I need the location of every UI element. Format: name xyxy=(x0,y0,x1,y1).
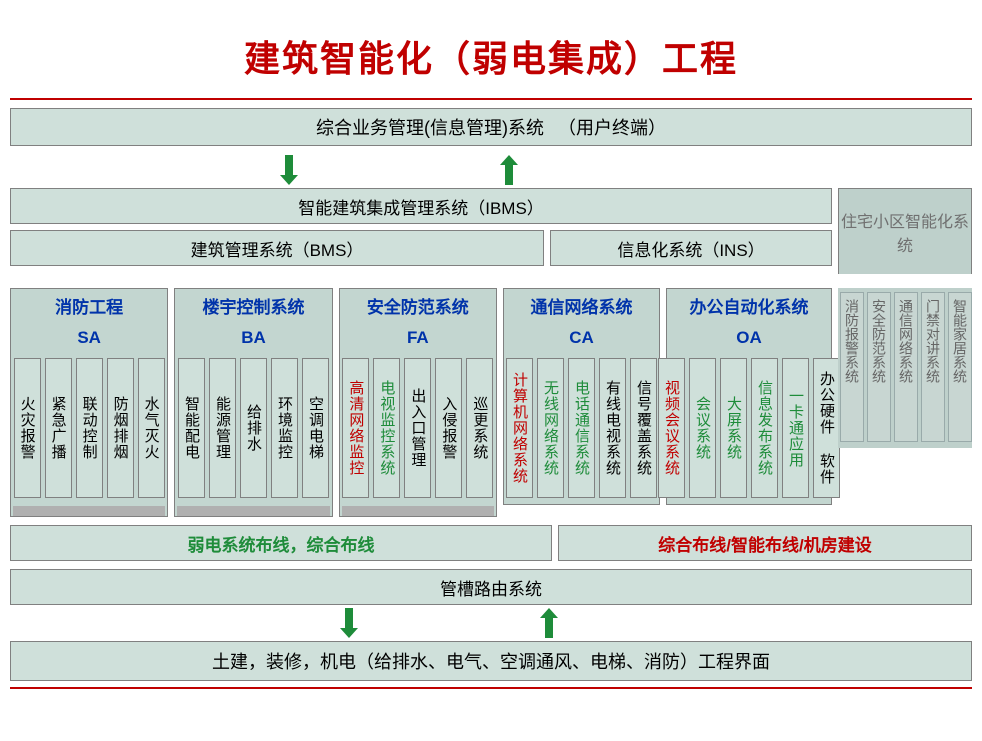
subsystem-item: 水气灭火 xyxy=(138,358,165,498)
group-items: 视频会议系统会议系统大屏系统信息发布系统一卡通应用办公硬件 软件 xyxy=(667,354,831,504)
box-cabling-left: 弱电系统布线，综合布线 xyxy=(10,525,552,561)
group-code: BA xyxy=(175,325,331,351)
subsystem-item: 环境监控 xyxy=(271,358,298,498)
box-user-terminal: 综合业务管理(信息管理)系统 （用户终端） xyxy=(10,108,972,146)
residential-group: 消防报警系统安全防范系统通信网络系统门禁对讲系统智能家居系统 xyxy=(838,288,972,448)
subsystem-item: 联动控制 xyxy=(76,358,103,498)
subsystem-item: 火灾报警 xyxy=(14,358,41,498)
group-name: 安全防范系统 xyxy=(367,298,469,317)
subsystem-item: 大屏系统 xyxy=(720,358,747,498)
divider-bottom xyxy=(10,687,972,689)
system-group: 通信网络系统 CA 计算机网络系统无线网络系统电话通信系统有线电视系统信号覆盖系统 xyxy=(503,288,660,505)
arrow-up-icon xyxy=(500,155,518,185)
subsystem-item: 视频会议系统 xyxy=(658,358,685,498)
subsystem-item: 空调电梯 xyxy=(302,358,329,498)
subsystem-item: 给排水 xyxy=(240,358,267,498)
subsystem-item: 高清网络监控 xyxy=(342,358,369,498)
residential-item: 安全防范系统 xyxy=(867,292,891,442)
subsystem-item: 信号覆盖系统 xyxy=(630,358,657,498)
group-name: 办公自动化系统 xyxy=(689,298,808,317)
arrow-down-icon xyxy=(280,155,298,185)
subsystem-item: 能源管理 xyxy=(209,358,236,498)
system-group: 消防工程 SA 火灾报警紧急广播联动控制防烟排烟水气灭火 xyxy=(10,288,168,517)
system-group: 办公自动化系统 OA 视频会议系统会议系统大屏系统信息发布系统一卡通应用办公硬件 软… xyxy=(666,288,832,505)
group-header: 楼宇控制系统 BA xyxy=(175,289,331,354)
group-code: OA xyxy=(667,325,831,351)
page-title: 建筑智能化（弱电集成）工程 xyxy=(0,0,982,98)
group-code: SA xyxy=(11,325,167,351)
subsystem-item: 紧急广播 xyxy=(45,358,72,498)
box-ins: 信息化系统（INS） xyxy=(550,230,832,266)
group-header: 消防工程 SA xyxy=(11,289,167,354)
subsystem-item: 防烟排烟 xyxy=(107,358,134,498)
gray-strip xyxy=(177,506,329,516)
arrow-row-top xyxy=(0,152,982,188)
group-items: 高清网络监控电视监控系统出入口管理入侵报警巡更系统 xyxy=(340,354,496,504)
subsystem-item: 计算机网络系统 xyxy=(506,358,533,498)
group-header: 办公自动化系统 OA xyxy=(667,289,831,354)
box-ibms: 智能建筑集成管理系统（IBMS） xyxy=(10,188,832,224)
system-group: 楼宇控制系统 BA 智能配电能源管理给排水环境监控空调电梯 xyxy=(174,288,332,517)
subsystem-item: 一卡通应用 xyxy=(782,358,809,498)
box-pipe-route: 管槽路由系统 xyxy=(10,569,972,605)
subsystem-item: 有线电视系统 xyxy=(599,358,626,498)
box-bms: 建筑管理系统（BMS） xyxy=(10,230,544,266)
arrow-up-icon xyxy=(540,608,558,638)
group-code: CA xyxy=(504,325,659,351)
group-name: 通信网络系统 xyxy=(530,298,632,317)
system-groups: 消防工程 SA 火灾报警紧急广播联动控制防烟排烟水气灭火 楼宇控制系统 BA 智能配电能源… xyxy=(10,288,972,517)
subsystem-item: 智能配电 xyxy=(178,358,205,498)
group-items: 火灾报警紧急广播联动控制防烟排烟水气灭火 xyxy=(11,354,167,504)
group-header: 安全防范系统 FA xyxy=(340,289,496,354)
subsystem-item: 会议系统 xyxy=(689,358,716,498)
residential-items: 消防报警系统安全防范系统通信网络系统门禁对讲系统智能家居系统 xyxy=(838,288,972,448)
residential-item: 消防报警系统 xyxy=(840,292,864,442)
group-name: 楼宇控制系统 xyxy=(202,298,304,317)
arrow-row-bottom xyxy=(0,605,982,641)
group-code: FA xyxy=(340,325,496,351)
subsystem-item: 巡更系统 xyxy=(466,358,493,498)
subsystem-item: 电视监控系统 xyxy=(373,358,400,498)
residential-item: 通信网络系统 xyxy=(894,292,918,442)
box-residential-header: 住宅小区智能化系统 xyxy=(838,188,972,274)
group-name: 消防工程 xyxy=(55,298,123,317)
divider-top xyxy=(10,98,972,100)
box-cabling-right: 综合布线/智能布线/机房建设 xyxy=(558,525,972,561)
group-items: 智能配电能源管理给排水环境监控空调电梯 xyxy=(175,354,331,504)
group-items: 计算机网络系统无线网络系统电话通信系统有线电视系统信号覆盖系统 xyxy=(504,354,659,504)
gray-strip xyxy=(13,506,165,516)
subsystem-item: 办公硬件 软件 xyxy=(813,358,840,498)
arrow-down-icon xyxy=(340,608,358,638)
group-header: 通信网络系统 CA xyxy=(504,289,659,354)
box-civil-interface: 土建，装修，机电（给排水、电气、空调通风、电梯、消防）工程界面 xyxy=(10,641,972,681)
subsystem-item: 电话通信系统 xyxy=(568,358,595,498)
subsystem-item: 无线网络系统 xyxy=(537,358,564,498)
residential-item: 智能家居系统 xyxy=(948,292,972,442)
residential-item: 门禁对讲系统 xyxy=(921,292,945,442)
subsystem-item: 入侵报警 xyxy=(435,358,462,498)
system-group: 安全防范系统 FA 高清网络监控电视监控系统出入口管理入侵报警巡更系统 xyxy=(339,288,497,517)
gray-strip xyxy=(342,506,494,516)
subsystem-item: 出入口管理 xyxy=(404,358,431,498)
subsystem-item: 信息发布系统 xyxy=(751,358,778,498)
